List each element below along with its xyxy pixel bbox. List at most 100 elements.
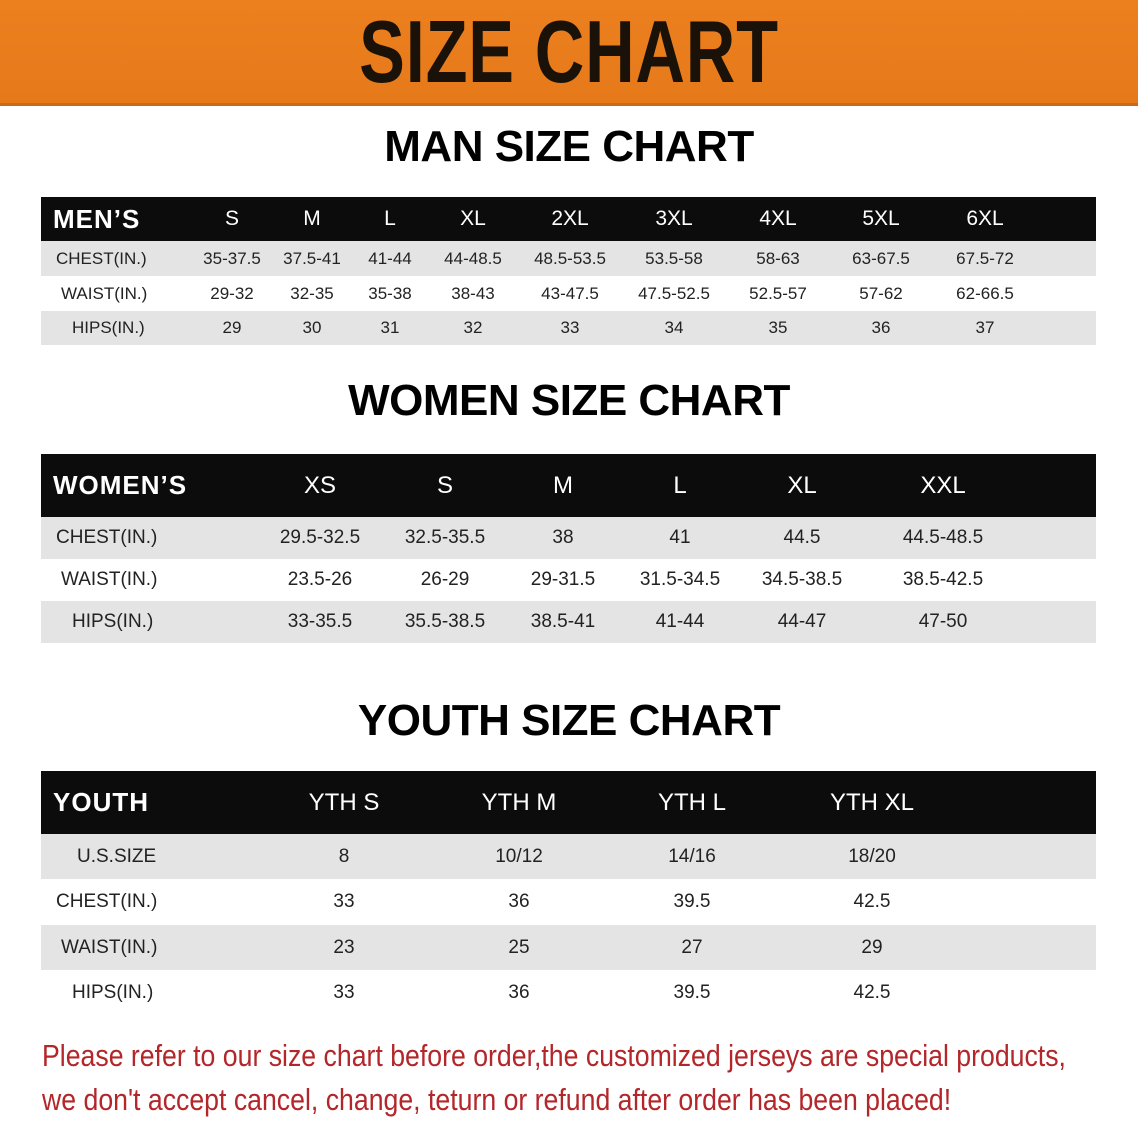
table-cell: 29-32: [210, 284, 254, 303]
size-header-yth-xl: YTH XL: [829, 789, 915, 816]
table-cell: 8: [338, 846, 350, 867]
row-label: CHEST(IN.): [56, 249, 147, 268]
table-cell: 52.5-57: [749, 284, 807, 303]
size-header-l: L: [384, 207, 396, 230]
size-header-5xl: 5XL: [862, 207, 900, 230]
table-cell: 36: [508, 891, 530, 912]
table-cell: 42.5: [853, 982, 891, 1003]
table-cell: 35: [768, 318, 788, 337]
table-cell: 23: [333, 937, 355, 958]
row-label: WAIST(IN.): [61, 937, 158, 958]
size-header-yth-m: YTH M: [481, 789, 557, 816]
row-label: CHEST(IN.): [56, 527, 158, 548]
table-row: HIPS(IN.) 33-35.5 35.5-38.5 38.5-41 41-44 44-…: [41, 601, 1096, 643]
banner: SIZE CHART: [0, 0, 1138, 106]
table-cell: 37: [975, 318, 995, 337]
table-cell: 27: [681, 937, 703, 958]
table-cell: 47-50: [918, 611, 968, 632]
women-section-title: WOMEN SIZE CHART: [348, 376, 790, 425]
men-header-label: MEN’S: [53, 204, 141, 234]
table-cell: 44-47: [777, 611, 827, 632]
footer-notice-line-1: Please refer to our size chart before or…: [42, 1038, 1066, 1073]
table-cell: 34.5-38.5: [761, 569, 843, 590]
row-label: HIPS(IN.): [72, 318, 145, 337]
size-header-2xl: 2XL: [551, 207, 589, 230]
table-cell: 41: [669, 527, 691, 548]
table-cell: 29-31.5: [530, 569, 596, 590]
men-section-title: MAN SIZE CHART: [384, 122, 754, 171]
table-cell: 32-35: [290, 284, 334, 303]
table-cell: 41-44: [655, 611, 705, 632]
table-cell: 31: [380, 318, 400, 337]
table-cell: 33: [333, 982, 355, 1003]
table-cell: 53.5-58: [645, 249, 703, 268]
size-header-xs: XS: [303, 472, 337, 499]
table-cell: 44.5-48.5: [902, 527, 984, 548]
table-row: WAIST(IN.) 23 25 27 29: [41, 925, 1096, 970]
table-cell: 44-48.5: [444, 249, 502, 268]
table-cell: 38: [552, 527, 574, 548]
row-label: CHEST(IN.): [56, 891, 158, 912]
table-cell: 29: [222, 318, 242, 337]
table-row: WAIST(IN.) 29-32 32-35 35-38 38-43 43-47.5 47.…: [41, 276, 1096, 311]
table-cell: 30: [302, 318, 322, 337]
table-cell: 29: [861, 937, 883, 958]
table-row: CHEST(IN.) 33 36 39.5 42.5: [41, 879, 1096, 925]
table-cell: 29.5-32.5: [279, 527, 361, 548]
youth-size-table: YOUTH YTH S YTH M YTH L YTH XL U.S.SIZE 8 10/12…: [41, 771, 1096, 1015]
size-header-l: L: [673, 472, 687, 499]
table-cell: 33: [560, 318, 580, 337]
table-cell: 48.5-53.5: [534, 249, 606, 268]
table-cell: 62-66.5: [956, 284, 1014, 303]
table-row: HIPS(IN.) 33 36 39.5 42.5: [41, 970, 1096, 1015]
row-label: HIPS(IN.): [72, 611, 154, 632]
size-header-m: M: [553, 472, 573, 499]
size-header-4xl: 4XL: [759, 207, 797, 230]
table-cell: 63-67.5: [852, 249, 910, 268]
table-cell: 47.5-52.5: [638, 284, 710, 303]
table-cell: 32.5-35.5: [404, 527, 486, 548]
row-label: WAIST(IN.): [61, 284, 148, 303]
table-cell: 36: [871, 318, 891, 337]
table-cell: 58-63: [756, 249, 800, 268]
size-header-xl: XL: [460, 207, 486, 230]
table-cell: 10/12: [495, 846, 543, 867]
table-row: WAIST(IN.) 23.5-26 26-29 29-31.5 31.5-34.5 34…: [41, 559, 1096, 601]
table-row: CHEST(IN.) 35-37.5 37.5-41 41-44 44-48.5 48.5…: [41, 241, 1096, 276]
footer-notice-line-2: we don't accept cancel, change, teturn o…: [42, 1082, 952, 1117]
men-header-row: MEN’S S M L XL 2XL 3XL 4XL 5XL 6XL: [41, 197, 1096, 241]
table-cell: 38.5-41: [530, 611, 596, 632]
row-label: HIPS(IN.): [72, 982, 154, 1003]
table-cell: 23.5-26: [287, 569, 353, 590]
table-row: CHEST(IN.) 29.5-32.5 32.5-35.5 38 41 44.5 44.5…: [41, 517, 1096, 559]
size-header-xxl: XXL: [920, 472, 966, 499]
women-header-row: WOMEN’S XS S M L XL XXL: [41, 454, 1096, 517]
table-row: U.S.SIZE 8 10/12 14/16 18/20: [41, 834, 1096, 879]
banner-title: SIZE CHART: [359, 2, 779, 101]
size-header-6xl: 6XL: [966, 207, 1004, 230]
table-cell: 34: [664, 318, 684, 337]
youth-header-row: YOUTH YTH S YTH M YTH L YTH XL: [41, 771, 1096, 834]
table-cell: 67.5-72: [956, 249, 1014, 268]
youth-section-title: YOUTH SIZE CHART: [357, 696, 781, 745]
table-cell: 41-44: [368, 249, 412, 268]
table-cell: 26-29: [420, 569, 470, 590]
table-cell: 32: [463, 318, 483, 337]
size-header-s: S: [224, 207, 240, 230]
table-cell: 35-37.5: [203, 249, 261, 268]
size-header-yth-l: YTH L: [657, 789, 727, 816]
table-cell: 37.5-41: [283, 249, 341, 268]
table-cell: 25: [508, 937, 530, 958]
table-cell: 38-43: [451, 284, 495, 303]
table-cell: 43-47.5: [541, 284, 599, 303]
size-header-m: M: [303, 207, 321, 230]
table-cell: 31.5-34.5: [639, 569, 721, 590]
table-cell: 39.5: [673, 982, 711, 1003]
table-row: HIPS(IN.) 29 30 31 32 33 34 35 36 37: [41, 311, 1096, 345]
table-cell: 38.5-42.5: [902, 569, 984, 590]
table-cell: 57-62: [859, 284, 903, 303]
table-cell: 39.5: [673, 891, 711, 912]
table-cell: 44.5: [783, 527, 821, 548]
table-cell: 36: [508, 982, 530, 1003]
row-label: WAIST(IN.): [61, 569, 158, 590]
